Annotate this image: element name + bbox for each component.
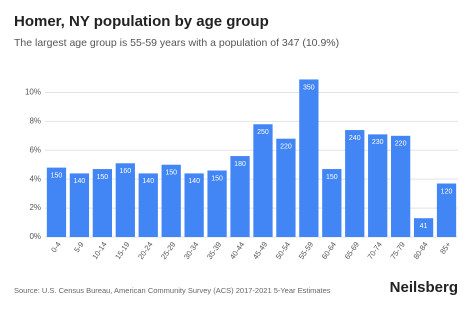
data-label: 250: [257, 129, 269, 136]
data-label: 140: [74, 178, 86, 185]
bar: [92, 169, 112, 237]
x-tick-label: 25-29: [159, 240, 177, 261]
data-label: 150: [326, 174, 338, 181]
bar: [46, 167, 67, 237]
y-tick-label: 2%: [29, 203, 41, 212]
data-label: 150: [97, 174, 109, 181]
data-label: 230: [372, 139, 384, 146]
data-label: 220: [395, 141, 407, 148]
bar: [391, 135, 411, 237]
bar: [253, 124, 273, 237]
x-tick-label: 5-9: [72, 240, 86, 254]
bar: [230, 156, 250, 237]
y-tick-label: 8%: [29, 116, 41, 125]
data-label: 350: [303, 84, 315, 91]
x-tick-label: 40-44: [228, 240, 246, 261]
x-tick-label: 0-4: [49, 240, 63, 254]
data-label: 150: [211, 175, 223, 182]
bar: [161, 164, 181, 237]
bar: [299, 79, 319, 237]
x-tick-label: 85+: [438, 240, 453, 256]
data-label: 220: [280, 144, 292, 151]
data-label: 140: [188, 178, 200, 185]
data-label: 41: [420, 223, 428, 230]
source: Source: U.S. Census Bureau, American Com…: [14, 286, 331, 295]
x-tick-label: 55-59: [297, 240, 315, 261]
x-tick-label: 10-14: [90, 240, 108, 261]
bar: [345, 130, 365, 237]
bar: [207, 170, 227, 237]
data-label: 120: [441, 188, 453, 195]
y-tick-label: 6%: [29, 145, 41, 154]
chart-title: Homer, NY population by age group: [14, 13, 269, 30]
x-tick-label: 50-54: [274, 240, 292, 261]
data-label: 180: [234, 161, 246, 168]
x-tick-label: 65-69: [343, 240, 361, 261]
x-tick-label: 70-74: [366, 240, 384, 261]
x-tick-label: 30-34: [182, 240, 200, 261]
data-label: 140: [142, 178, 154, 185]
bar: [276, 138, 296, 237]
bar: [413, 218, 434, 237]
bar: [368, 134, 388, 237]
bar: [184, 173, 204, 237]
y-tick-label: 0%: [29, 232, 41, 241]
bar: [138, 173, 158, 237]
bar: [69, 173, 90, 237]
bar: [436, 183, 457, 237]
data-label: 150: [165, 170, 177, 177]
x-tick-label: 20-24: [136, 240, 154, 261]
y-tick-label: 4%: [29, 174, 41, 183]
bar: [322, 169, 342, 237]
x-tick-label: 80-84: [411, 240, 429, 261]
x-tick-label: 35-39: [205, 240, 223, 261]
x-tick-label: 60-64: [320, 240, 338, 261]
chart-subtitle: The largest age group is 55-59 years wit…: [14, 37, 339, 49]
bar: [115, 163, 135, 237]
y-tick-label: 10%: [25, 88, 41, 97]
x-tick-label: 15-19: [113, 240, 131, 261]
data-label: 240: [349, 135, 361, 142]
x-tick-label: 45-49: [251, 240, 269, 261]
data-label: 160: [119, 168, 131, 175]
brand: Neilsberg: [390, 279, 458, 296]
x-tick-label: 75-79: [389, 240, 407, 261]
data-label: 150: [51, 172, 63, 179]
